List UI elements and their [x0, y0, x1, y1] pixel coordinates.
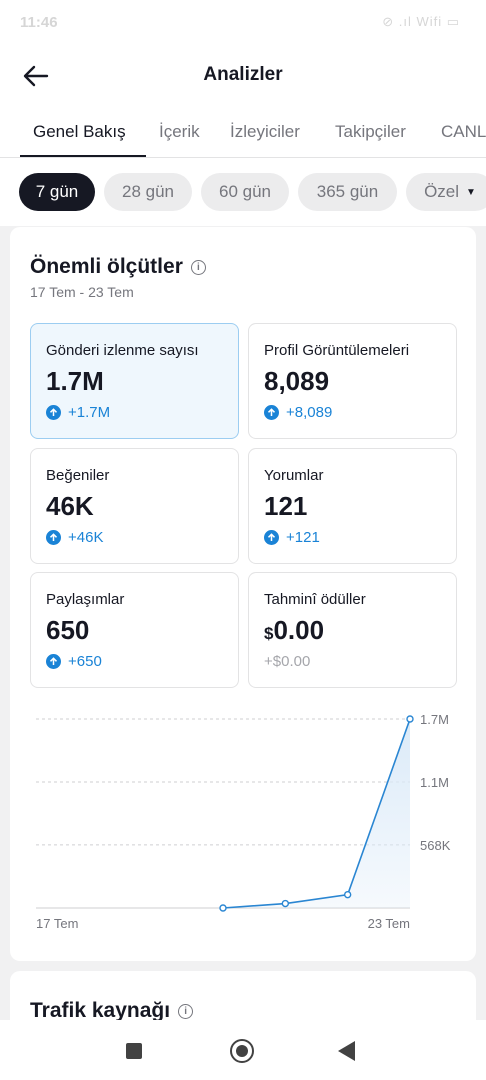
data-point [219, 904, 227, 912]
chip-ozel-label: Özel [424, 182, 460, 201]
metric-card-likes[interactable]: Beğeniler 46K +46K [30, 448, 239, 564]
tab-takipciler[interactable]: Takipçiler [335, 122, 406, 141]
metric-change-text: +46K [68, 529, 104, 546]
metric-change: +1.7M [46, 404, 110, 421]
metric-change: +46K [46, 529, 103, 546]
arrow-left-icon [23, 65, 49, 87]
series-line [222, 718, 411, 909]
home-icon[interactable] [230, 1039, 254, 1063]
arrow-up-icon [46, 405, 61, 420]
metric-card-post-views[interactable]: Gönderi izlenme sayısı 1.7M +1.7M [30, 323, 239, 439]
info-icon[interactable]: i [190, 259, 206, 275]
metric-value-number: 0.00 [273, 615, 325, 645]
post-views-chart: 1.7M 1.1M 568K 17 Tem 23 Tem [36, 712, 451, 931]
metric-change: +8,089 [264, 404, 332, 421]
currency-symbol: $ [264, 624, 274, 643]
tab-icerik[interactable]: İçerik [159, 122, 200, 141]
section-title-text: Önemli ölçütler [30, 255, 183, 278]
metric-change-text: +$0.00 [264, 653, 311, 670]
active-tab-indicator [20, 155, 146, 157]
metric-value: 650 [46, 615, 90, 645]
arrow-up-icon [46, 530, 61, 545]
y-tick-label: 1.7M [420, 712, 449, 727]
tab-bar: Genel Bakış İçerik İzleyiciler Takipçile… [0, 104, 486, 158]
metric-change: +$0.00 [264, 653, 310, 670]
metric-label: Profil Görüntülemeleri [264, 342, 410, 359]
home-icon-inner [236, 1045, 248, 1057]
metric-change-text: +650 [68, 653, 102, 670]
page-title: Analizler [203, 64, 283, 85]
metric-label: Gönderi izlenme sayısı [46, 342, 199, 359]
date-filter-chips: 7 gün 28 gün 60 gün 365 gün Özel ▼ [0, 158, 486, 226]
x-tick-label: 23 Tem [368, 916, 410, 931]
metric-card-comments[interactable]: Yorumlar 121 +121 [248, 448, 457, 564]
metric-change-text: +8,089 [286, 404, 333, 421]
metric-label: Beğeniler [46, 467, 110, 484]
metric-label: Yorumlar [264, 467, 324, 484]
data-point [281, 899, 290, 908]
y-tick-label: 568K [420, 838, 451, 853]
status-icons: ⊘ .ıl Wifi ▭ [382, 14, 460, 29]
arrow-up-icon [46, 654, 61, 669]
chip-28-gun[interactable]: 28 gün [104, 173, 192, 211]
data-point [343, 890, 352, 899]
metric-value: 121 [264, 491, 308, 521]
metric-value: 46K [46, 491, 94, 521]
metric-value: 1.7M [46, 366, 104, 396]
section-title-text: Trafik kaynağı [30, 999, 171, 1022]
tab-genel-bakis[interactable]: Genel Bakış [33, 122, 126, 141]
recents-icon[interactable] [126, 1043, 142, 1059]
arrow-up-icon [264, 530, 279, 545]
back-button[interactable] [18, 58, 54, 94]
arrow-up-icon [264, 405, 279, 420]
back-triangle-icon[interactable] [338, 1041, 355, 1061]
y-tick-label: 1.1M [420, 775, 449, 790]
app-header: Analizler [0, 48, 486, 104]
metric-label: Paylaşımlar [46, 591, 125, 608]
metric-card-estimated-rewards[interactable]: Tahminî ödüller $0.00 +$0.00 [248, 572, 457, 688]
chip-365-gun[interactable]: 365 gün [298, 173, 397, 211]
tab-canli[interactable]: CANLI [441, 122, 486, 141]
status-bar: 11:46 ⊘ .ıl Wifi ▭ [0, 0, 486, 48]
section-title: Trafik kaynağı i [30, 999, 194, 1023]
key-metrics-card: Önemli ölçütler i 17 Tem - 23 Tem Gönder… [10, 227, 476, 961]
data-point [406, 715, 414, 723]
date-range: 17 Tem - 23 Tem [30, 284, 134, 300]
tab-izleyiciler[interactable]: İzleyiciler [230, 122, 300, 141]
caret-down-icon: ▼ [466, 186, 476, 198]
metric-card-profile-views[interactable]: Profil Görüntülemeleri 8,089 +8,089 [248, 323, 457, 439]
metric-card-shares[interactable]: Paylaşımlar 650 +650 [30, 572, 239, 688]
chip-7-gun[interactable]: 7 gün [19, 173, 95, 211]
info-icon[interactable]: i [178, 1003, 194, 1019]
metric-change-text: +1.7M [68, 404, 111, 421]
status-time: 11:46 [20, 14, 58, 31]
chip-ozel[interactable]: Özel ▼ [406, 173, 486, 211]
system-nav-bar [0, 1020, 486, 1080]
metric-value: $0.00 [264, 615, 324, 646]
metric-change-text: +121 [286, 529, 320, 546]
x-tick-label: 17 Tem [36, 916, 78, 931]
metric-value: 8,089 [264, 366, 330, 396]
chip-60-gun[interactable]: 60 gün [201, 173, 289, 211]
metric-label: Tahminî ödüller [264, 591, 366, 608]
area-fill [223, 719, 410, 908]
metric-change: +650 [46, 653, 102, 670]
section-title: Önemli ölçütler i [30, 255, 206, 279]
metric-change: +121 [264, 529, 320, 546]
